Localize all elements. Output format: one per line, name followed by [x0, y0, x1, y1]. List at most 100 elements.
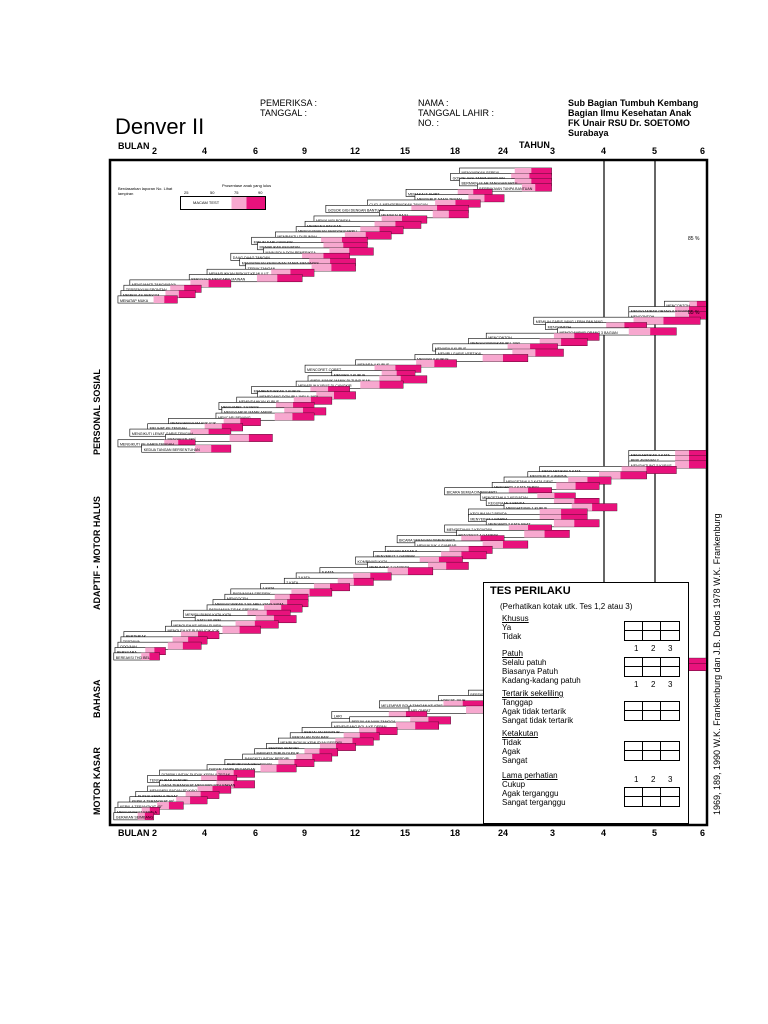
- item-bar-90: [277, 274, 303, 282]
- item-label: MEMEGANG DGN IBU JARI & JARI: [260, 395, 318, 399]
- item-bar-75: [482, 354, 503, 362]
- bottom-tick-6y: 6: [700, 828, 706, 838]
- institution-line-1: Sub Bagian Tumbuh Kembang: [568, 98, 699, 108]
- item-bar-75: [621, 466, 647, 474]
- item-bar-90: [473, 189, 493, 197]
- item-label: BANGKIT TERUS DUDUK: [257, 752, 300, 756]
- item-label: MEMINDAHKAN KUBUS: [239, 400, 280, 404]
- item-label: MENGGUNAKAN SENDOK/GARPU: [298, 230, 357, 234]
- item-bar-90: [561, 514, 588, 522]
- item-bar-90: [330, 258, 356, 266]
- item-bar-75: [270, 599, 288, 607]
- item-bar-75: [521, 183, 536, 192]
- patuh-checkbox-grid[interactable]: [624, 657, 680, 677]
- item-bar-90: [309, 588, 332, 597]
- item-bar-90: [333, 391, 356, 399]
- khusus-checkbox-grid[interactable]: [624, 621, 680, 641]
- top-tick-4: 4: [202, 146, 208, 156]
- box-number-2: 2: [651, 644, 656, 653]
- item-bar-75: [195, 445, 212, 453]
- tertarik-checkbox-grid[interactable]: [624, 701, 680, 721]
- item-label: 2 KATA: [286, 581, 298, 585]
- top-tick-24: 24: [498, 146, 509, 156]
- item-bar-90: [480, 535, 505, 543]
- item-bar-75: [343, 732, 360, 740]
- item-bar-75: [321, 237, 342, 245]
- item-bar-90: [149, 807, 160, 815]
- item-bar-75: [512, 349, 536, 357]
- legend-p25: 25: [184, 190, 189, 195]
- item-bar-90: [329, 583, 350, 591]
- item-label: MENATAP MUKA: [120, 299, 149, 303]
- item-bar-90: [462, 700, 487, 708]
- box-number-3: 3: [668, 680, 673, 689]
- item-bar-75: [329, 247, 350, 256]
- bottom-tick-15: 15: [400, 828, 411, 838]
- item-bar-75: [568, 477, 588, 485]
- item-bar-75: [165, 290, 179, 298]
- item-label: LONCAT JAUH: [441, 698, 466, 702]
- box-number-2: 2: [651, 775, 656, 784]
- item-bar-75: [335, 738, 353, 746]
- item-label: BERJALAN DGN BAIK: [292, 736, 329, 740]
- item-bar-90: [208, 279, 231, 288]
- item-label: MENARA 4 KUBUS: [358, 363, 390, 367]
- item-label: MENARA 6 KUBUS: [417, 357, 449, 361]
- ketakutan-checkbox-grid[interactable]: [624, 741, 680, 761]
- item-label: TENGKURAP SENDIRI: [150, 778, 188, 782]
- item-bar-90: [529, 173, 552, 181]
- item-bar-90: [221, 423, 243, 431]
- item-bar-90: [587, 477, 611, 485]
- item-bar-90: [217, 775, 237, 783]
- top-tick-15: 15: [400, 146, 411, 156]
- top-months-label: BULAN: [118, 141, 150, 151]
- item-bar-75: [537, 493, 555, 501]
- item-bar-75: [675, 455, 690, 463]
- item-bar: MENYEBUT 4 GAMBAR: [456, 529, 570, 538]
- item-label: MENUMPU BADAN PD KAKI: [150, 789, 197, 793]
- item-bar-75: [507, 343, 531, 352]
- item-bar-75: [359, 727, 377, 735]
- item-label: MELOMPAT: [411, 709, 431, 713]
- item-bar-90: [531, 168, 552, 176]
- item-bar-75: [145, 647, 155, 655]
- tes-perilaku-panel: TES PERILAKU (Perhatikan kotak utk. Tes …: [483, 582, 689, 824]
- top-tick-12: 12: [350, 146, 361, 156]
- item-label: MENYEBUT 1 WARNA: [470, 517, 508, 521]
- item-label: KEPALA TERANGKAT 45°: [120, 805, 163, 809]
- item-bar-90: [212, 786, 231, 794]
- item-bar-90: [328, 386, 350, 394]
- item-bar-90: [290, 269, 314, 277]
- item-label: MENIRU BUNYI KATA-KATA: [185, 613, 232, 617]
- section-adaptif-motor-halus: ADAPTIF - MOTOR HALUS: [92, 496, 102, 610]
- item-bar-75: [628, 327, 651, 336]
- item-label: BICARA SEMUA DIMENGERTI: [447, 491, 497, 495]
- item-bar-75: [302, 253, 324, 261]
- item-bar-75: [176, 796, 191, 804]
- item-bar-75: [508, 487, 529, 495]
- item-label: SATU SILABEL: [197, 619, 222, 623]
- item-bar-75: [278, 759, 295, 767]
- item-bar-90: [294, 759, 314, 767]
- legend-p75: 75: [234, 190, 239, 195]
- item-bar-90: [405, 711, 427, 719]
- item-label: 6 KATA: [322, 571, 334, 575]
- item-bar-75: [419, 556, 439, 565]
- item-label: MENGIKUTI KE GARIS TENGAH: [120, 443, 174, 447]
- section-motor-kasar: MOTOR KASAR: [92, 747, 102, 815]
- item-bar-75: [323, 242, 344, 250]
- item-bar-75: [291, 588, 310, 597]
- item-label: KEGUNAAN 3 BENDA: [488, 501, 525, 505]
- item-bar-75: [137, 812, 145, 820]
- item-bar-75: [223, 418, 241, 426]
- item-bar-90: [353, 578, 374, 586]
- lama-perhatian-checkbox-grid[interactable]: [624, 787, 680, 807]
- item-label: MELIHAT KE TENGAH: [150, 427, 187, 431]
- item-bar-90: [561, 338, 588, 346]
- item-bar-90: [359, 732, 380, 740]
- bottom-tick-3y: 3: [550, 828, 556, 838]
- item-label: MEMBENTURKAN 2 KUBUS: [254, 389, 302, 393]
- item-label: MENGETAHUI 2 KEGIATAN: [447, 528, 493, 532]
- top-tick-18: 18: [450, 146, 461, 156]
